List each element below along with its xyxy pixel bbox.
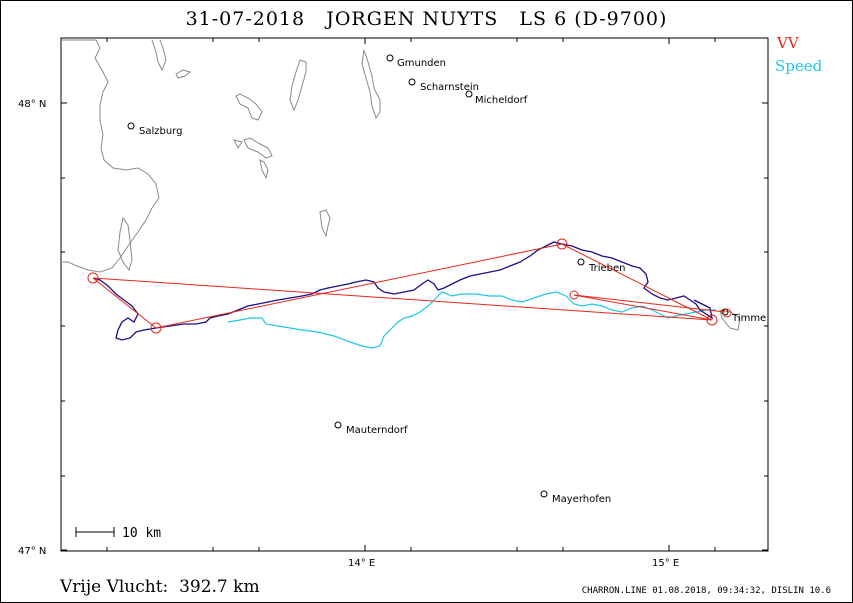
lon-label-14: 14° E (348, 558, 375, 569)
map-title: 31-07-2018 JORGEN NUYTS LS 6 (D-9700) (185, 8, 668, 30)
lat-label-47: 47° N (18, 546, 46, 557)
turnpoints (87, 238, 732, 334)
place-marker (127, 122, 135, 130)
place-salzburg: Salzburg (139, 126, 182, 137)
place-marker (386, 54, 394, 62)
legend-vv: VV (777, 34, 799, 52)
task-lines (92, 243, 726, 329)
software-credit: CHARRON.LINE 01.08.2018, 09:34:32, DISLI… (581, 586, 831, 596)
speed-track (227, 291, 716, 349)
legend-speed: Speed (775, 57, 823, 75)
place-marker (465, 90, 473, 98)
places: Gmunden Scharnstein Micheldorf Salzburg … (127, 54, 766, 505)
axis-ticks (61, 38, 768, 551)
flight-track (92, 241, 713, 341)
place-marker (334, 421, 342, 429)
scale-bar-label: 10 km (122, 526, 161, 541)
flight-distance: Vrije Vlucht: 392.7 km (60, 577, 260, 597)
lat-label-48: 48° N (18, 99, 46, 110)
place-mauterndorf: Mauterndorf (346, 425, 408, 436)
place-scharnstein: Scharnstein (420, 82, 479, 93)
place-micheldorf: Micheldorf (475, 95, 528, 106)
place-marker (577, 258, 585, 266)
place-marker (408, 78, 416, 86)
place-trieben: Trieben (588, 263, 626, 274)
terrain-outlines (62, 39, 741, 331)
place-marker (540, 490, 548, 498)
plot-border (60, 37, 769, 552)
place-mayerhofen: Mayerhofen (552, 494, 611, 505)
scale-bar (75, 527, 115, 537)
place-gmunden: Gmunden (397, 58, 446, 69)
lon-label-15: 15° E (652, 558, 679, 569)
place-timme: Timme (731, 313, 766, 324)
